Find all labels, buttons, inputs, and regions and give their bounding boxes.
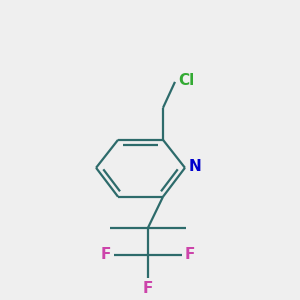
- Text: F: F: [185, 247, 195, 262]
- Text: F: F: [143, 281, 153, 296]
- Text: Cl: Cl: [178, 74, 194, 88]
- Text: N: N: [189, 159, 202, 174]
- Text: F: F: [101, 247, 111, 262]
